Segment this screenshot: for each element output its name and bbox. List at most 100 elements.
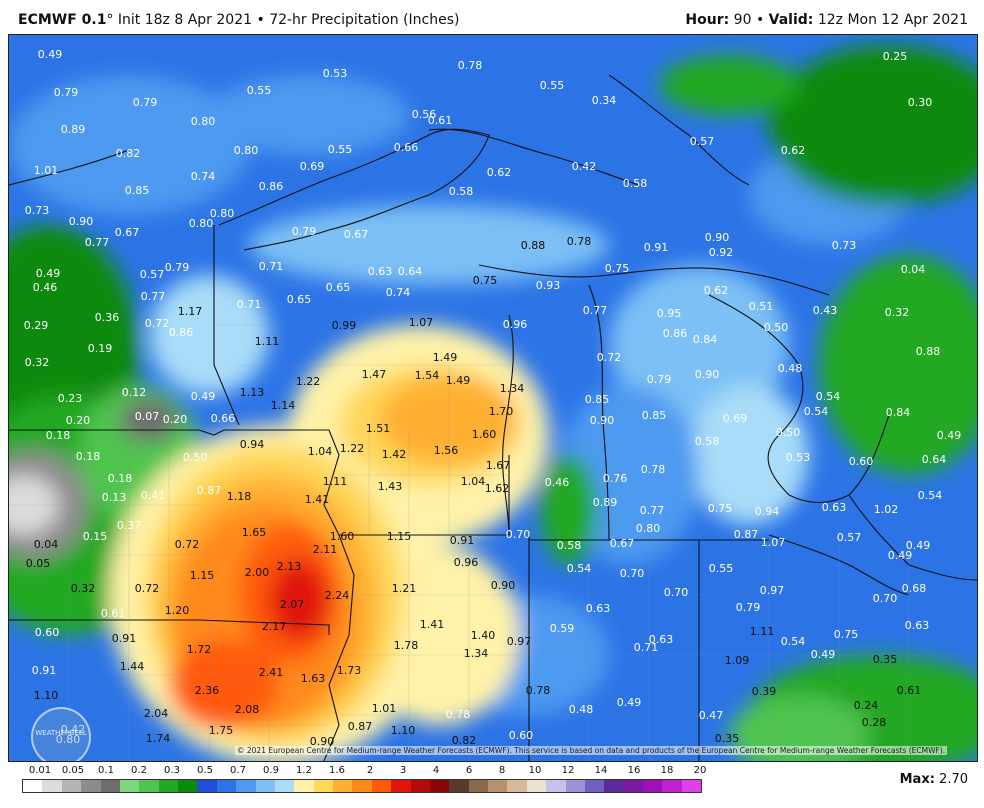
scale-tick-label: 4: [432, 765, 440, 776]
precip-value-label: 0.80: [233, 144, 259, 157]
precip-value-label: 0.87: [196, 484, 222, 497]
precip-value-label: 0.62: [486, 166, 512, 179]
scale-tick-label: 3: [399, 765, 407, 776]
header-title: ECMWF 0.1° Init 18z 8 Apr 2021 • 72-hr P…: [18, 12, 460, 28]
precip-value-label: 1.15: [189, 569, 215, 582]
precip-value-label: 0.77: [84, 236, 110, 249]
precip-value-label: 0.63: [367, 265, 393, 278]
precip-value-label: 0.28: [861, 716, 887, 729]
map-header: ECMWF 0.1° Init 18z 8 Apr 2021 • 72-hr P…: [0, 0, 984, 34]
scale-tick-label: 0.05: [61, 765, 85, 776]
precip-value-label: 0.58: [694, 435, 720, 448]
precip-value-label: 0.86: [662, 327, 688, 340]
precip-value-label: 0.90: [704, 231, 730, 244]
precip-value-label: 0.90: [694, 368, 720, 381]
precip-value-label: 1.60: [471, 428, 497, 441]
copyright-notice: © 2021 European Centre for Medium-range …: [235, 746, 948, 755]
scale-swatch: [526, 780, 547, 792]
scale-swatch: [333, 780, 353, 792]
scale-swatch: [178, 780, 198, 792]
precip-value-label: 0.07: [134, 410, 160, 423]
precip-value-label: 1.43: [377, 480, 403, 493]
scale-swatch: [643, 780, 663, 792]
precip-value-label: 0.43: [812, 304, 838, 317]
hour-value: 90: [733, 12, 752, 28]
precip-value-label: 0.70: [872, 592, 898, 605]
precip-value-label: 0.96: [502, 318, 528, 331]
precip-value-label: 0.50: [775, 426, 801, 439]
precip-value-label: 0.19: [87, 342, 113, 355]
scale-swatch: [429, 780, 450, 792]
precip-value-label: 0.86: [258, 180, 284, 193]
scale-tick-label: 16: [627, 765, 641, 776]
precip-value-label: 0.76: [602, 472, 628, 485]
precip-value-label: 0.77: [582, 304, 608, 317]
scale-tick-label: 0.01: [28, 765, 52, 776]
precip-value-label: 0.70: [505, 528, 531, 541]
precip-value-label: 0.05: [25, 557, 51, 570]
precip-value-label: 2.24: [324, 589, 350, 602]
precip-value-label: 0.78: [640, 463, 666, 476]
scale-tick-label: 12: [561, 765, 575, 776]
precip-value-label: 0.12: [121, 386, 147, 399]
scale-swatch: [274, 780, 295, 792]
precip-value-label: 0.60: [848, 455, 874, 468]
scale-swatch: [410, 780, 430, 792]
precip-value-label: 1.14: [270, 399, 296, 412]
precip-value-label: 2.36: [194, 684, 220, 697]
precip-value-label: 0.93: [535, 279, 561, 292]
precip-value-label: 0.37: [116, 519, 142, 532]
precip-value-label: 0.53: [785, 451, 811, 464]
header-valid: Hour: 90 • Valid: 12z Mon 12 Apr 2021: [685, 12, 968, 28]
precip-value-label: 0.58: [556, 539, 582, 552]
scale-swatch: [313, 780, 333, 792]
precip-value-label: 1.34: [463, 647, 489, 660]
scale-tick-label: 0.9: [263, 765, 279, 776]
valid-separator: •: [755, 12, 765, 28]
precipitation-field: [9, 35, 977, 761]
precip-value-label: 0.74: [190, 170, 216, 183]
precipitation-map[interactable]: 0.49 0.79 0.79 0.53 0.55 0.78 0.55 0.34 0.25 0.30…: [8, 34, 978, 762]
precip-value-label: 1.17: [177, 305, 203, 318]
precip-value-label: 0.78: [445, 708, 471, 721]
precip-value-label: 0.48: [777, 362, 803, 375]
precip-value-label: 0.24: [853, 699, 879, 712]
scale-tick-label: 8: [498, 765, 506, 776]
scale-tick-label: 20: [693, 765, 707, 776]
precip-value-label: 0.46: [32, 281, 58, 294]
precip-value-label: 0.49: [810, 648, 836, 661]
precip-value-label: 0.72: [134, 582, 160, 595]
precip-value-label: 0.63: [585, 602, 611, 615]
scale-tick-label: 2: [366, 765, 374, 776]
precip-value-label: 0.84: [885, 406, 911, 419]
precip-value-label: 0.89: [60, 123, 86, 136]
scale-swatch: [61, 780, 82, 792]
precip-value-label: 1.63: [300, 672, 326, 685]
precip-value-label: 0.04: [33, 538, 59, 551]
precip-value-label: 0.54: [803, 405, 829, 418]
precip-value-label: 0.97: [759, 584, 785, 597]
precip-value-label: 1.60: [329, 530, 355, 543]
precip-value-label: 0.55: [539, 79, 565, 92]
precip-value-label: 1.75: [208, 724, 234, 737]
precip-value-label: 0.85: [584, 393, 610, 406]
precip-value-label: 0.68: [901, 582, 927, 595]
precip-value-label: 1.42: [381, 448, 407, 461]
precip-value-label: 0.79: [164, 261, 190, 274]
precip-value-label: 0.72: [596, 351, 622, 364]
precip-value-label: 0.71: [258, 260, 284, 273]
precip-value-label: 0.18: [75, 450, 101, 463]
precip-value-label: 1.67: [485, 459, 511, 472]
precip-value-label: 0.77: [639, 504, 665, 517]
precip-value-label: 1.34: [499, 382, 525, 395]
precip-value-label: 0.59: [549, 622, 575, 635]
precip-value-label: 0.35: [872, 653, 898, 666]
precip-value-label: 1.10: [33, 689, 59, 702]
precip-value-label: 0.79: [291, 225, 317, 238]
precip-value-label: 1.01: [371, 702, 397, 715]
precip-value-label: 0.63: [648, 633, 674, 646]
hour-label: Hour:: [685, 12, 730, 28]
precip-value-label: 0.63: [904, 619, 930, 632]
precip-value-label: 1.07: [408, 316, 434, 329]
precip-value-label: 1.73: [336, 664, 362, 677]
